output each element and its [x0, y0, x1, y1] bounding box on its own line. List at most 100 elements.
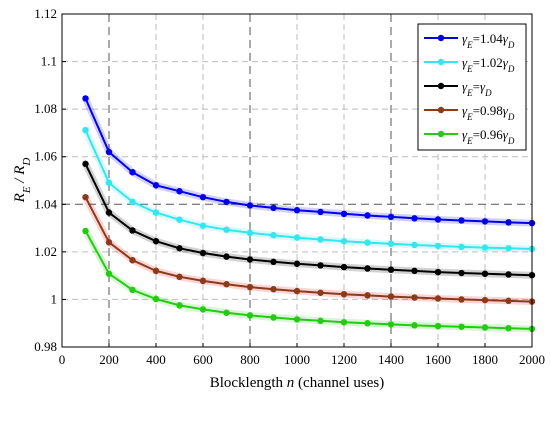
data-point: [387, 240, 395, 247]
data-point: [129, 168, 136, 176]
data-point: [481, 270, 489, 277]
data-point: [223, 226, 230, 233]
data-point: [293, 207, 301, 214]
data-point: [246, 229, 254, 237]
y-tick-label: 0.98: [34, 339, 57, 354]
data-point: [317, 317, 324, 325]
data-point: [270, 314, 277, 321]
legend-label: γE=0.98γD: [462, 103, 515, 122]
data-point: [481, 324, 489, 331]
data-point: [152, 182, 160, 189]
data-point: [129, 286, 136, 294]
data-point: [270, 204, 277, 212]
data-point: [434, 322, 442, 330]
data-point: [505, 245, 512, 252]
data-point: [434, 216, 442, 223]
data-point: [317, 208, 324, 216]
data-point: [434, 268, 442, 276]
data-point: [105, 270, 113, 277]
x-tick-label: 600: [193, 352, 213, 367]
data-point: [340, 263, 348, 271]
data-point: [364, 292, 371, 299]
data-point: [481, 218, 489, 225]
data-point: [411, 294, 418, 301]
data-point: [199, 277, 207, 285]
data-point: [411, 215, 418, 222]
data-point: [223, 309, 230, 316]
data-point: [411, 322, 418, 329]
data-point: [364, 265, 371, 272]
series-group: [82, 95, 536, 333]
data-point: [176, 188, 183, 195]
data-point: [505, 297, 512, 305]
data-point: [411, 267, 418, 275]
y-tick-label: 1.04: [34, 196, 57, 211]
y-tick-label: 1.06: [34, 149, 57, 164]
data-point: [82, 95, 89, 102]
series-line: [84, 129, 533, 250]
legend-label: γE=1.04γD: [462, 31, 515, 50]
data-point: [458, 269, 465, 277]
data-point: [481, 296, 489, 304]
data-point: [364, 320, 371, 327]
data-point: [270, 258, 277, 266]
legend-swatch-marker: [437, 130, 445, 138]
x-axis-label-var: n: [287, 375, 295, 391]
data-point: [270, 232, 277, 239]
x-tick-label: 1200: [331, 352, 357, 367]
data-point: [317, 289, 324, 296]
data-point: [340, 290, 348, 298]
legend-label: γE=1.02γD: [462, 55, 515, 74]
data-point: [293, 316, 301, 323]
data-point: [434, 242, 442, 250]
data-point: [223, 253, 230, 260]
x-tick-label: 1800: [472, 352, 498, 367]
x-tick-label: 400: [146, 352, 166, 367]
data-point: [152, 209, 160, 216]
data-point: [152, 295, 160, 303]
data-point: [340, 319, 348, 326]
data-point: [387, 213, 395, 221]
data-point: [481, 244, 489, 251]
series-line: [84, 163, 533, 277]
y-tick-label: 1.12: [34, 6, 57, 21]
legend-swatch-marker: [437, 58, 445, 66]
data-point: [340, 237, 348, 245]
data-point: [82, 126, 89, 134]
data-point: [246, 202, 254, 209]
data-point: [505, 325, 512, 332]
legend-label: γE=γD: [462, 79, 492, 98]
x-tick-label: 0: [59, 352, 66, 367]
data-point: [246, 256, 254, 263]
legend: γE=1.04γD γE=1.02γD γE=γD γE=0.98γD γE=0.96γ…: [417, 23, 527, 151]
x-axis-label-suffix: (channel uses): [294, 375, 384, 391]
data-point: [176, 216, 183, 223]
data-point: [387, 293, 395, 300]
data-point: [246, 283, 254, 291]
data-point: [293, 234, 301, 241]
data-point: [364, 212, 371, 219]
legend-swatch-marker: [437, 34, 445, 42]
data-point: [293, 260, 301, 267]
data-point: [458, 217, 465, 224]
x-tick-label: 1600: [425, 352, 451, 367]
data-point: [129, 198, 136, 206]
data-point: [458, 243, 465, 251]
data-point: [199, 193, 207, 201]
data-point: [293, 287, 301, 295]
data-point: [317, 236, 324, 243]
x-axis-label: Blocklength n (channel uses): [210, 375, 385, 391]
x-axis-label-prefix: Blocklength: [210, 375, 287, 391]
data-point: [105, 239, 113, 246]
data-point: [434, 295, 442, 302]
legend-swatch-marker: [437, 82, 445, 90]
data-point: [270, 286, 277, 293]
data-point: [129, 227, 136, 234]
data-point: [340, 210, 348, 217]
x-tick-label: 1000: [284, 352, 310, 367]
data-point: [364, 239, 371, 246]
data-point: [152, 267, 160, 275]
data-point: [505, 271, 512, 278]
data-point: [223, 198, 230, 206]
data-point: [176, 273, 183, 281]
